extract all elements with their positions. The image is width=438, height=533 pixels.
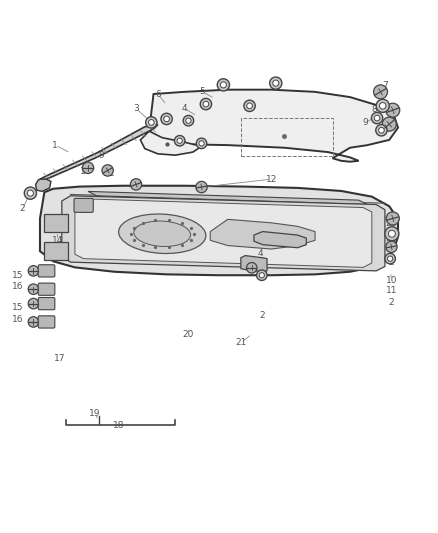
FancyBboxPatch shape	[38, 316, 55, 328]
Circle shape	[24, 187, 36, 199]
Circle shape	[247, 103, 252, 109]
Text: 15: 15	[12, 303, 24, 312]
Text: 15: 15	[12, 271, 24, 280]
Polygon shape	[75, 199, 372, 268]
Circle shape	[174, 135, 185, 146]
Circle shape	[244, 100, 255, 111]
Circle shape	[389, 230, 396, 237]
Circle shape	[379, 102, 386, 109]
FancyBboxPatch shape	[74, 198, 93, 212]
Circle shape	[196, 181, 207, 193]
Text: 17: 17	[54, 354, 65, 362]
Text: 11: 11	[386, 286, 397, 295]
Text: 22: 22	[386, 219, 397, 228]
Text: 4: 4	[258, 249, 263, 258]
Text: 10: 10	[386, 276, 397, 285]
Ellipse shape	[134, 221, 191, 246]
Text: 3: 3	[266, 238, 272, 247]
Polygon shape	[88, 191, 367, 205]
Circle shape	[376, 99, 389, 112]
Text: 9: 9	[362, 118, 368, 127]
Ellipse shape	[119, 214, 206, 254]
Circle shape	[164, 116, 170, 122]
Circle shape	[385, 253, 396, 264]
Circle shape	[148, 119, 154, 125]
Circle shape	[220, 82, 226, 88]
Text: 11: 11	[104, 168, 116, 177]
FancyBboxPatch shape	[38, 265, 55, 277]
Circle shape	[374, 85, 388, 99]
Text: 19: 19	[89, 409, 100, 418]
Circle shape	[371, 112, 383, 124]
Circle shape	[196, 138, 207, 149]
Circle shape	[27, 190, 33, 196]
Text: 20: 20	[183, 330, 194, 338]
Text: 2: 2	[260, 311, 265, 320]
Text: 6: 6	[155, 90, 161, 99]
Text: 14: 14	[52, 236, 63, 245]
Text: 1: 1	[53, 141, 58, 150]
Circle shape	[386, 241, 397, 253]
Circle shape	[186, 118, 191, 123]
Polygon shape	[241, 256, 267, 272]
Polygon shape	[40, 125, 158, 180]
Circle shape	[273, 80, 279, 86]
Polygon shape	[62, 196, 385, 271]
Polygon shape	[44, 243, 68, 260]
Text: 16: 16	[12, 315, 24, 324]
Text: 4: 4	[181, 104, 187, 113]
Polygon shape	[40, 185, 398, 275]
Circle shape	[376, 125, 387, 136]
Text: 5: 5	[200, 87, 205, 96]
Text: 23: 23	[386, 240, 397, 249]
Circle shape	[199, 141, 204, 146]
Circle shape	[378, 127, 384, 133]
Text: 10: 10	[80, 167, 92, 176]
Circle shape	[382, 117, 396, 131]
Circle shape	[385, 227, 399, 241]
Circle shape	[161, 113, 172, 125]
Circle shape	[257, 270, 267, 280]
Circle shape	[247, 263, 257, 273]
FancyBboxPatch shape	[38, 297, 55, 310]
Circle shape	[200, 99, 212, 110]
Circle shape	[270, 77, 282, 89]
Text: 8: 8	[371, 105, 377, 114]
Text: 12: 12	[266, 175, 277, 184]
Text: 7: 7	[382, 81, 388, 90]
Circle shape	[388, 256, 393, 261]
Circle shape	[203, 101, 209, 107]
Polygon shape	[35, 179, 51, 191]
Text: 21: 21	[235, 338, 247, 348]
Text: 2: 2	[389, 298, 394, 307]
Circle shape	[217, 79, 230, 91]
Text: 9: 9	[98, 151, 104, 160]
Circle shape	[146, 117, 157, 128]
Circle shape	[82, 162, 94, 174]
Circle shape	[183, 116, 194, 126]
Text: 18: 18	[113, 422, 124, 430]
Circle shape	[259, 272, 265, 278]
Circle shape	[102, 165, 113, 176]
Polygon shape	[210, 220, 315, 249]
Text: 2: 2	[389, 257, 394, 266]
Circle shape	[386, 103, 400, 117]
Circle shape	[177, 138, 182, 143]
Circle shape	[28, 265, 39, 276]
Circle shape	[386, 212, 399, 225]
FancyBboxPatch shape	[38, 283, 55, 295]
Text: 13: 13	[82, 203, 94, 212]
Polygon shape	[254, 231, 306, 248]
Polygon shape	[141, 131, 201, 155]
Polygon shape	[44, 214, 68, 231]
Text: 3: 3	[133, 104, 139, 113]
Text: 16: 16	[12, 282, 24, 291]
Circle shape	[131, 179, 142, 190]
Text: 2: 2	[20, 204, 25, 213]
Circle shape	[28, 284, 39, 294]
Circle shape	[374, 115, 380, 121]
Circle shape	[28, 298, 39, 309]
Polygon shape	[149, 90, 398, 161]
Circle shape	[28, 317, 39, 327]
